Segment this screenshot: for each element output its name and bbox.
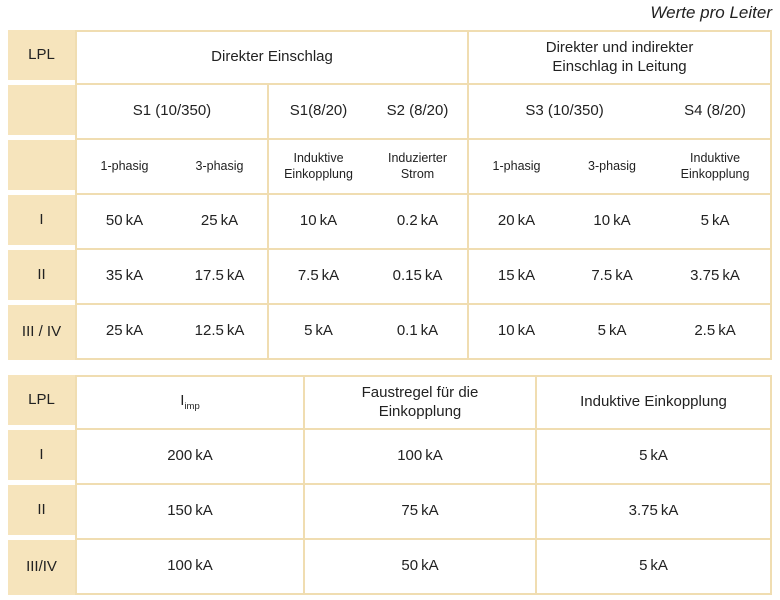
value-cell: 3.75 kA xyxy=(660,250,773,305)
value-cell: 200 kA xyxy=(75,430,305,485)
group-header-indirect-strike-label: Direkter und indirekter Einschlag in Lei… xyxy=(545,38,694,75)
value-cell: 150 kA xyxy=(75,485,305,540)
column-header-faustregel: Faustregel für die Einkopplung xyxy=(305,375,537,430)
value-cell: 3.75 kA xyxy=(537,485,772,540)
column-header-faustregel-label: Faustregel für die Einkopplung xyxy=(361,383,479,420)
source-header-s1-8-20: S1(8/20) xyxy=(269,85,368,140)
column-header-induktive-right: Induktive Einkopplung xyxy=(660,140,773,195)
row-label-lpl-ii: II xyxy=(8,485,75,540)
column-header-1-phasig-right: 1-phasig xyxy=(469,140,565,195)
lpl-corner-cell: LPL xyxy=(8,30,75,85)
value-cell: 0.15 kA xyxy=(368,250,470,305)
lpl-spacer-cell xyxy=(8,85,75,140)
value-cell: 7.5 kA xyxy=(269,250,368,305)
value-cell: 5 kA xyxy=(537,430,772,485)
column-header-induktive: Induktive Einkopplung xyxy=(537,375,772,430)
value-cell: 50 kA xyxy=(305,540,537,595)
table-row: I 50 kA 25 kA 10 kA 0.2 kA 20 kA 10 kA 5… xyxy=(8,195,773,250)
table-damage-sources: LPL Direkter Einschlag Direkter und indi… xyxy=(8,30,773,360)
value-cell: 5 kA xyxy=(269,305,368,360)
column-header-induktive-right-label: Induktive Einkopplung xyxy=(680,150,750,181)
table-iimp-values: LPL Iimp Faustregel für die Einkopplung … xyxy=(8,375,772,595)
value-cell: 100 kA xyxy=(75,540,305,595)
row-label-lpl-i: I xyxy=(8,430,75,485)
row-label-lpl-iii-iv: III/IV xyxy=(8,540,75,595)
value-cell: 10 kA xyxy=(469,305,565,360)
value-cell: 2.5 kA xyxy=(660,305,773,360)
column-header-induzierter-strom-label: Induzierter Strom xyxy=(387,150,448,181)
lpl-spacer-cell xyxy=(8,140,75,195)
column-header-row: LPL Iimp Faustregel für die Einkopplung … xyxy=(8,375,772,430)
value-cell: 50 kA xyxy=(75,195,172,250)
column-header-1-phasig-left: 1-phasig xyxy=(75,140,172,195)
column-header-induktive-left-label: Induktive Einkopplung xyxy=(284,150,353,181)
value-cell: 10 kA xyxy=(564,195,661,250)
column-header-induzierter-strom: Induzierter Strom xyxy=(368,140,470,195)
value-cell: 12.5 kA xyxy=(172,305,269,360)
column-header-3-phasig-right: 3-phasig xyxy=(564,140,661,195)
value-cell: 5 kA xyxy=(660,195,773,250)
iimp-subscript: imp xyxy=(184,401,200,413)
table-row: II 150 kA 75 kA 3.75 kA xyxy=(8,485,772,540)
value-cell: 0.1 kA xyxy=(368,305,470,360)
source-header-s4-8-20: S4 (8/20) xyxy=(660,85,773,140)
column-header-induktive-left: Induktive Einkopplung xyxy=(269,140,368,195)
table-row: I 200 kA 100 kA 5 kA xyxy=(8,430,772,485)
value-cell: 20 kA xyxy=(469,195,565,250)
value-cell: 25 kA xyxy=(172,195,269,250)
table-row: III / IV 25 kA 12.5 kA 5 kA 0.1 kA 10 kA… xyxy=(8,305,773,360)
figure-caption: Werte pro Leiter xyxy=(650,3,772,22)
value-cell: 7.5 kA xyxy=(564,250,661,305)
value-cell: 75 kA xyxy=(305,485,537,540)
lpl-corner-cell: LPL xyxy=(8,375,75,430)
value-cell: 5 kA xyxy=(564,305,661,360)
value-cell: 25 kA xyxy=(75,305,172,360)
group-header-direct-strike: Direkter Einschlag xyxy=(75,30,470,85)
table-row: II 35 kA 17.5 kA 7.5 kA 0.15 kA 15 kA 7.… xyxy=(8,250,773,305)
column-header-3-phasig-left: 3-phasig xyxy=(172,140,269,195)
source-header-row: S1 (10/350) S1(8/20) S2 (8/20) S3 (10/35… xyxy=(8,85,773,140)
group-header-row: LPL Direkter Einschlag Direkter und indi… xyxy=(8,30,773,85)
value-cell: 10 kA xyxy=(269,195,368,250)
value-cell: 17.5 kA xyxy=(172,250,269,305)
row-label-lpl-i: I xyxy=(8,195,75,250)
source-header-s2-8-20: S2 (8/20) xyxy=(368,85,470,140)
value-cell: 0.2 kA xyxy=(368,195,470,250)
source-header-s3-10-350: S3 (10/350) xyxy=(469,85,661,140)
row-label-lpl-iii-iv: III / IV xyxy=(8,305,75,360)
value-cell: 35 kA xyxy=(75,250,172,305)
iimp-symbol: I xyxy=(180,392,185,410)
value-cell: 15 kA xyxy=(469,250,565,305)
row-label-lpl-ii: II xyxy=(8,250,75,305)
column-header-iimp: Iimp xyxy=(75,375,305,430)
source-header-s1-10-350: S1 (10/350) xyxy=(75,85,269,140)
table-row: III/IV 100 kA 50 kA 5 kA xyxy=(8,540,772,595)
column-header-row: 1-phasig 3-phasig Induktive Einkopplung … xyxy=(8,140,773,195)
group-header-indirect-strike: Direkter und indirekter Einschlag in Lei… xyxy=(469,30,773,85)
value-cell: 5 kA xyxy=(537,540,772,595)
value-cell: 100 kA xyxy=(305,430,537,485)
